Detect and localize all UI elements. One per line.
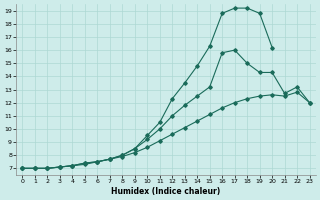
X-axis label: Humidex (Indice chaleur): Humidex (Indice chaleur) (111, 187, 221, 196)
